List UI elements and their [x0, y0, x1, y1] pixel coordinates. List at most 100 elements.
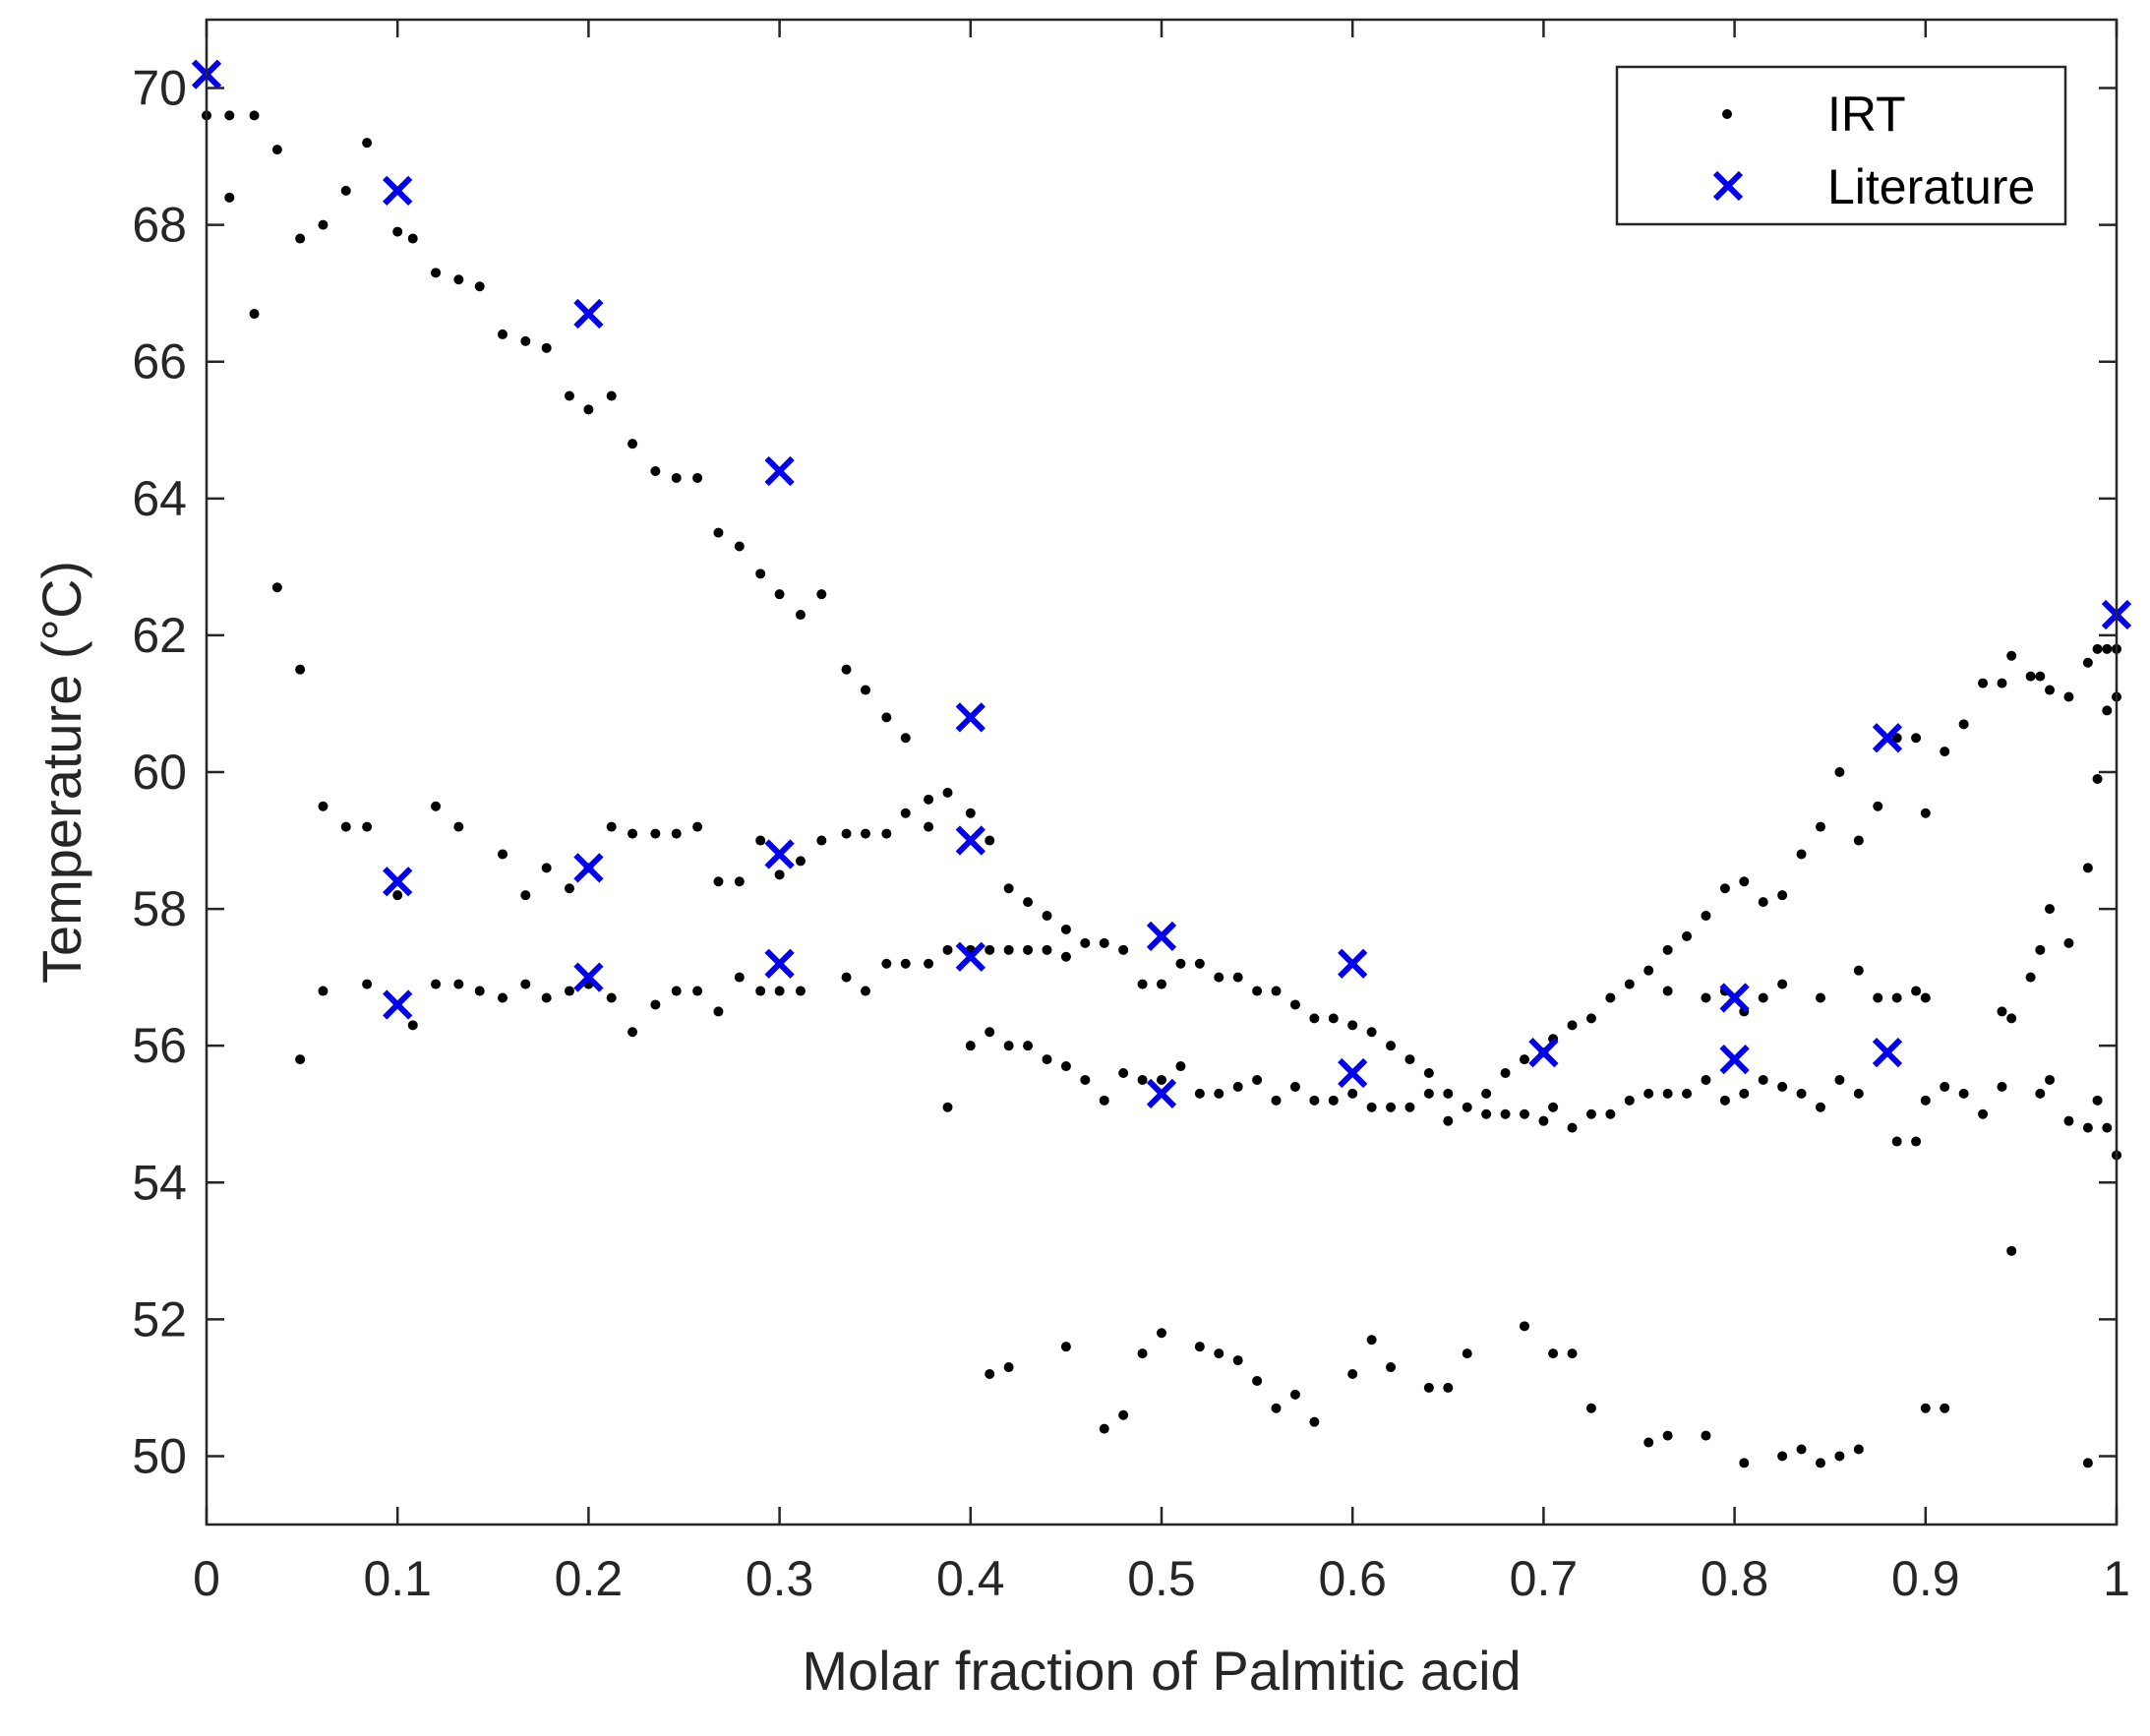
irt-point	[318, 801, 328, 811]
irt-point	[1758, 992, 1768, 1003]
irt-point	[1214, 972, 1224, 983]
irt-point	[1060, 951, 1071, 962]
irt-point	[2035, 1088, 2046, 1099]
irt-point	[2082, 657, 2093, 668]
irt-series	[202, 110, 2121, 1468]
irt-point	[498, 329, 508, 339]
irt-point	[841, 972, 852, 983]
irt-point	[1853, 965, 1864, 976]
irt-point	[1920, 1095, 1931, 1106]
irt-point	[795, 610, 806, 621]
literature-point	[955, 825, 985, 856]
irt-point	[2035, 944, 2046, 955]
irt-point	[1585, 1403, 1596, 1413]
literature-point	[383, 175, 413, 206]
irt-point	[1137, 1348, 1148, 1359]
irt-point	[1137, 1074, 1148, 1085]
irt-point	[1643, 1088, 1654, 1099]
irt-point	[606, 992, 617, 1003]
irt-point	[1758, 897, 1768, 908]
irt-point	[1118, 944, 1129, 955]
irt-point	[1423, 1088, 1434, 1099]
irt-point	[1462, 1348, 1472, 1359]
irt-point	[1920, 1403, 1931, 1413]
irt-point	[1940, 1081, 1950, 1092]
irt-point	[816, 835, 827, 846]
literature-point	[1146, 1078, 1177, 1108]
irt-point	[1080, 937, 1091, 948]
irt-point	[774, 589, 785, 600]
irt-point	[860, 986, 870, 996]
irt-point	[1605, 1108, 1616, 1119]
irt-point	[2082, 863, 2093, 873]
irt-point	[1118, 1409, 1129, 1420]
irt-point	[2092, 1095, 2103, 1106]
irt-point	[2102, 705, 2113, 716]
irt-point	[1682, 1088, 1693, 1099]
x-tick-label: 0.6	[1318, 1551, 1387, 1606]
x-tick-label: 0	[193, 1551, 220, 1606]
irt-point	[295, 664, 306, 675]
irt-point	[1099, 1423, 1109, 1434]
irt-point	[498, 849, 508, 860]
irt-point	[1605, 992, 1616, 1003]
irt-point	[1662, 986, 1673, 996]
irt-point	[2025, 671, 2036, 682]
irt-point	[318, 986, 328, 996]
irt-point	[671, 472, 682, 483]
irt-point	[1309, 1013, 1320, 1024]
irt-point	[1194, 1088, 1205, 1099]
x-tick-label: 0.3	[746, 1551, 814, 1606]
irt-point	[453, 274, 464, 285]
legend: IRT Literature	[1615, 65, 2067, 226]
irt-point	[362, 979, 373, 989]
irt-point	[392, 226, 403, 237]
irt-point	[1481, 1088, 1492, 1099]
irt-point	[1118, 1068, 1129, 1078]
irt-point	[924, 958, 934, 969]
irt-point	[692, 986, 703, 996]
irt-point	[1443, 1088, 1454, 1099]
literature-point	[383, 867, 413, 897]
irt-point	[1003, 883, 1014, 894]
irt-point	[1003, 944, 1014, 955]
irt-point	[1042, 911, 1052, 922]
irt-point	[985, 1027, 995, 1038]
y-tick-label: 54	[132, 1155, 187, 1210]
irt-point	[1940, 747, 1950, 757]
irt-point	[2102, 643, 2113, 654]
literature-point	[1719, 983, 1750, 1013]
irt-point	[1834, 1451, 1845, 1462]
irt-point	[755, 835, 766, 846]
irt-point	[713, 527, 724, 538]
irt-point	[755, 569, 766, 579]
irt-point	[1777, 1081, 1788, 1092]
irt-point	[942, 1102, 953, 1112]
irt-point	[1643, 965, 1654, 976]
irt-point	[1739, 1088, 1750, 1099]
irt-point	[1404, 1102, 1415, 1112]
irt-point	[860, 685, 870, 695]
irt-point	[1796, 1088, 1807, 1099]
irt-point	[1500, 1108, 1511, 1119]
irt-point	[1958, 719, 1969, 730]
irt-point	[1834, 1074, 1845, 1085]
irt-point	[1834, 767, 1845, 777]
irt-point	[249, 110, 260, 121]
irt-point	[1271, 1095, 1282, 1106]
irt-point	[407, 1020, 418, 1031]
irt-point	[965, 808, 976, 818]
irt-point	[1853, 835, 1864, 846]
irt-point	[2063, 1115, 2074, 1126]
x-tick-label: 0.5	[1127, 1551, 1196, 1606]
irt-point	[671, 828, 682, 839]
x-tick-label: 0.9	[1891, 1551, 1960, 1606]
irt-point	[392, 890, 403, 901]
irt-point	[1873, 992, 1883, 1003]
irt-point	[1366, 1102, 1377, 1112]
irt-point	[564, 390, 574, 401]
irt-point	[1252, 1074, 1263, 1085]
literature-point	[573, 962, 604, 992]
irt-point	[1853, 1444, 1864, 1455]
irt-point	[1443, 1115, 1454, 1126]
